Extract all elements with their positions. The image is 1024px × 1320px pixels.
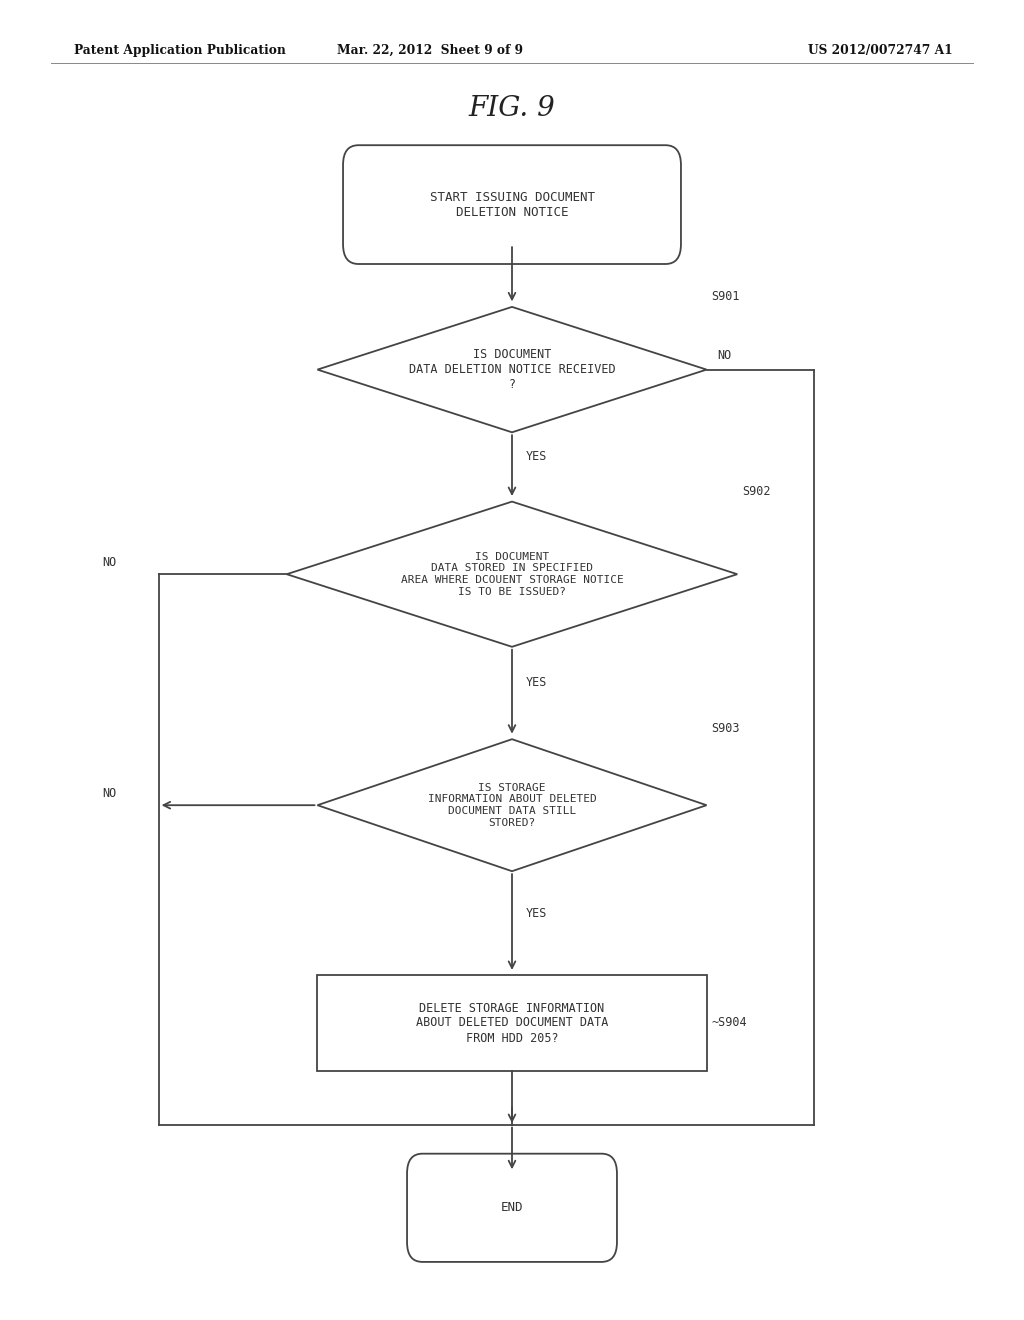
Text: YES: YES [525,907,547,920]
Text: Patent Application Publication: Patent Application Publication [74,44,286,57]
Text: NO: NO [717,348,731,362]
Text: IS DOCUMENT
DATA DELETION NOTICE RECEIVED
?: IS DOCUMENT DATA DELETION NOTICE RECEIVE… [409,348,615,391]
Text: YES: YES [525,676,547,689]
Text: IS DOCUMENT
DATA STORED IN SPECIFIED
AREA WHERE DCOUENT STORAGE NOTICE
IS TO BE : IS DOCUMENT DATA STORED IN SPECIFIED ARE… [400,552,624,597]
Text: START ISSUING DOCUMENT
DELETION NOTICE: START ISSUING DOCUMENT DELETION NOTICE [429,190,595,219]
Polygon shape [317,308,707,433]
Text: DELETE STORAGE INFORMATION
ABOUT DELETED DOCUMENT DATA
FROM HDD 205?: DELETE STORAGE INFORMATION ABOUT DELETED… [416,1002,608,1044]
FancyBboxPatch shape [407,1154,616,1262]
Text: FIG. 9: FIG. 9 [469,95,555,121]
Text: NO: NO [102,787,117,800]
Text: IS STORAGE
INFORMATION ABOUT DELETED
DOCUMENT DATA STILL
STORED?: IS STORAGE INFORMATION ABOUT DELETED DOC… [428,783,596,828]
Text: US 2012/0072747 A1: US 2012/0072747 A1 [808,44,952,57]
Text: Mar. 22, 2012  Sheet 9 of 9: Mar. 22, 2012 Sheet 9 of 9 [337,44,523,57]
Text: ~S904: ~S904 [712,1016,748,1030]
Polygon shape [287,502,737,647]
Text: YES: YES [525,450,547,463]
Text: S901: S901 [712,290,740,304]
Polygon shape [317,739,707,871]
Text: S903: S903 [712,722,740,735]
Text: S902: S902 [742,484,771,498]
Text: NO: NO [102,556,117,569]
FancyBboxPatch shape [343,145,681,264]
Bar [317,975,707,1071]
Text: END: END [501,1201,523,1214]
